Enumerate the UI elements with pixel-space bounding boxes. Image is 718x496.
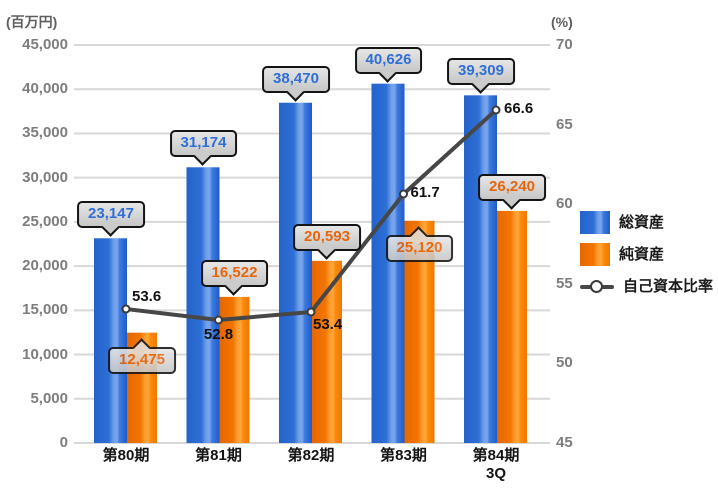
line-marker-equity-ratio-4: [491, 105, 501, 115]
line-marker-equity-ratio-2: [306, 307, 316, 317]
legend: 総資産 純資産 自己資本比率: [580, 211, 713, 307]
legend-swatch-net-assets: [580, 243, 610, 266]
legend-item-equity-ratio: 自己資本比率: [580, 275, 713, 298]
legend-swatch-total-assets: [580, 211, 610, 234]
bar-net-assets-4: [497, 210, 527, 443]
line-marker-equity-ratio-3: [399, 189, 408, 199]
bar-net-assets-0: [127, 332, 157, 443]
line-marker-equity-ratio-0: [121, 304, 131, 314]
legend-item-total-assets: 総資産: [580, 211, 713, 234]
bar-net-assets-2: [312, 260, 342, 443]
bar-total-assets-4: [464, 95, 497, 443]
legend-label-equity-ratio: 自己資本比率: [623, 277, 714, 295]
legend-swatch-equity-ratio-line: [580, 275, 614, 298]
legend-label-net-assets: 純資産: [619, 245, 665, 263]
bar-net-assets-3: [404, 220, 435, 443]
bar-total-assets-3: [371, 83, 405, 443]
legend-line-marker-icon: [590, 280, 603, 293]
left-axis-title: (百万円): [6, 14, 58, 30]
legend-label-total-assets: 総資産: [619, 213, 665, 231]
bar-total-assets-2: [279, 102, 312, 444]
right-axis-title: (%): [551, 14, 573, 30]
line-marker-equity-ratio-1: [214, 315, 223, 325]
bar-total-assets-0: [94, 238, 127, 443]
bar-total-assets-1: [186, 167, 220, 443]
legend-item-net-assets: 純資産: [580, 243, 713, 266]
